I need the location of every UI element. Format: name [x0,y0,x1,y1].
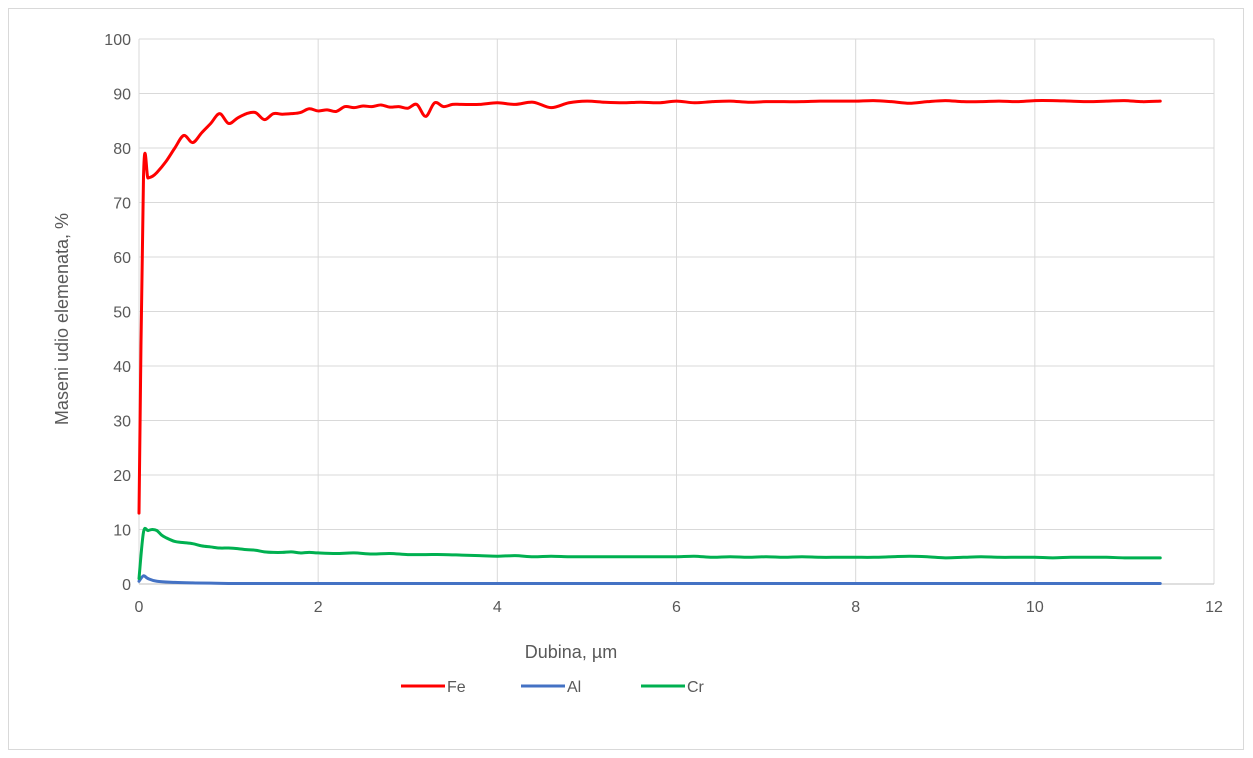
x-axis-title: Dubina, µm [525,642,617,662]
y-tick-label: 50 [113,305,131,322]
y-tick-label: 20 [113,468,131,485]
y-tick-label: 40 [113,359,131,376]
y-tick-label: 10 [113,523,131,540]
x-tick-labels: 0 2 4 6 8 10 12 [135,599,1223,616]
legend-label-cr: Cr [687,679,705,696]
line-chart: 0 10 20 30 40 50 60 70 80 90 100 0 2 4 6 8 10 12 Dubina,… [52,32,1223,696]
y-tick-label: 60 [113,250,131,267]
x-tick-label: 0 [135,599,144,616]
y-tick-labels: 0 10 20 30 40 50 60 70 80 90 100 [104,32,131,594]
x-tick-label: 6 [672,599,681,616]
chart-frame: 0 10 20 30 40 50 60 70 80 90 100 0 2 4 6 8 10 12 Dubina,… [8,8,1244,750]
y-tick-label: 70 [113,196,131,213]
legend: Fe Al Cr [401,679,705,696]
series-lines [137,98,1162,585]
x-tick-label: 2 [314,599,323,616]
series-line-al [137,574,1162,585]
series-line-fe [137,98,1162,515]
y-tick-label: 100 [104,32,131,49]
y-tick-label: 90 [113,87,131,104]
series-line-cr [137,526,1162,581]
x-tick-label: 8 [851,599,860,616]
y-tick-label: 30 [113,414,131,431]
y-tick-label: 80 [113,141,131,158]
x-tick-label: 12 [1205,599,1223,616]
y-tick-label: 0 [122,577,131,594]
y-axis-title: Maseni udio elemenata, % [52,213,72,425]
x-tick-label: 10 [1026,599,1044,616]
legend-label-fe: Fe [447,679,466,696]
legend-label-al: Al [567,679,581,696]
gridlines [138,38,1215,585]
x-tick-label: 4 [493,599,502,616]
